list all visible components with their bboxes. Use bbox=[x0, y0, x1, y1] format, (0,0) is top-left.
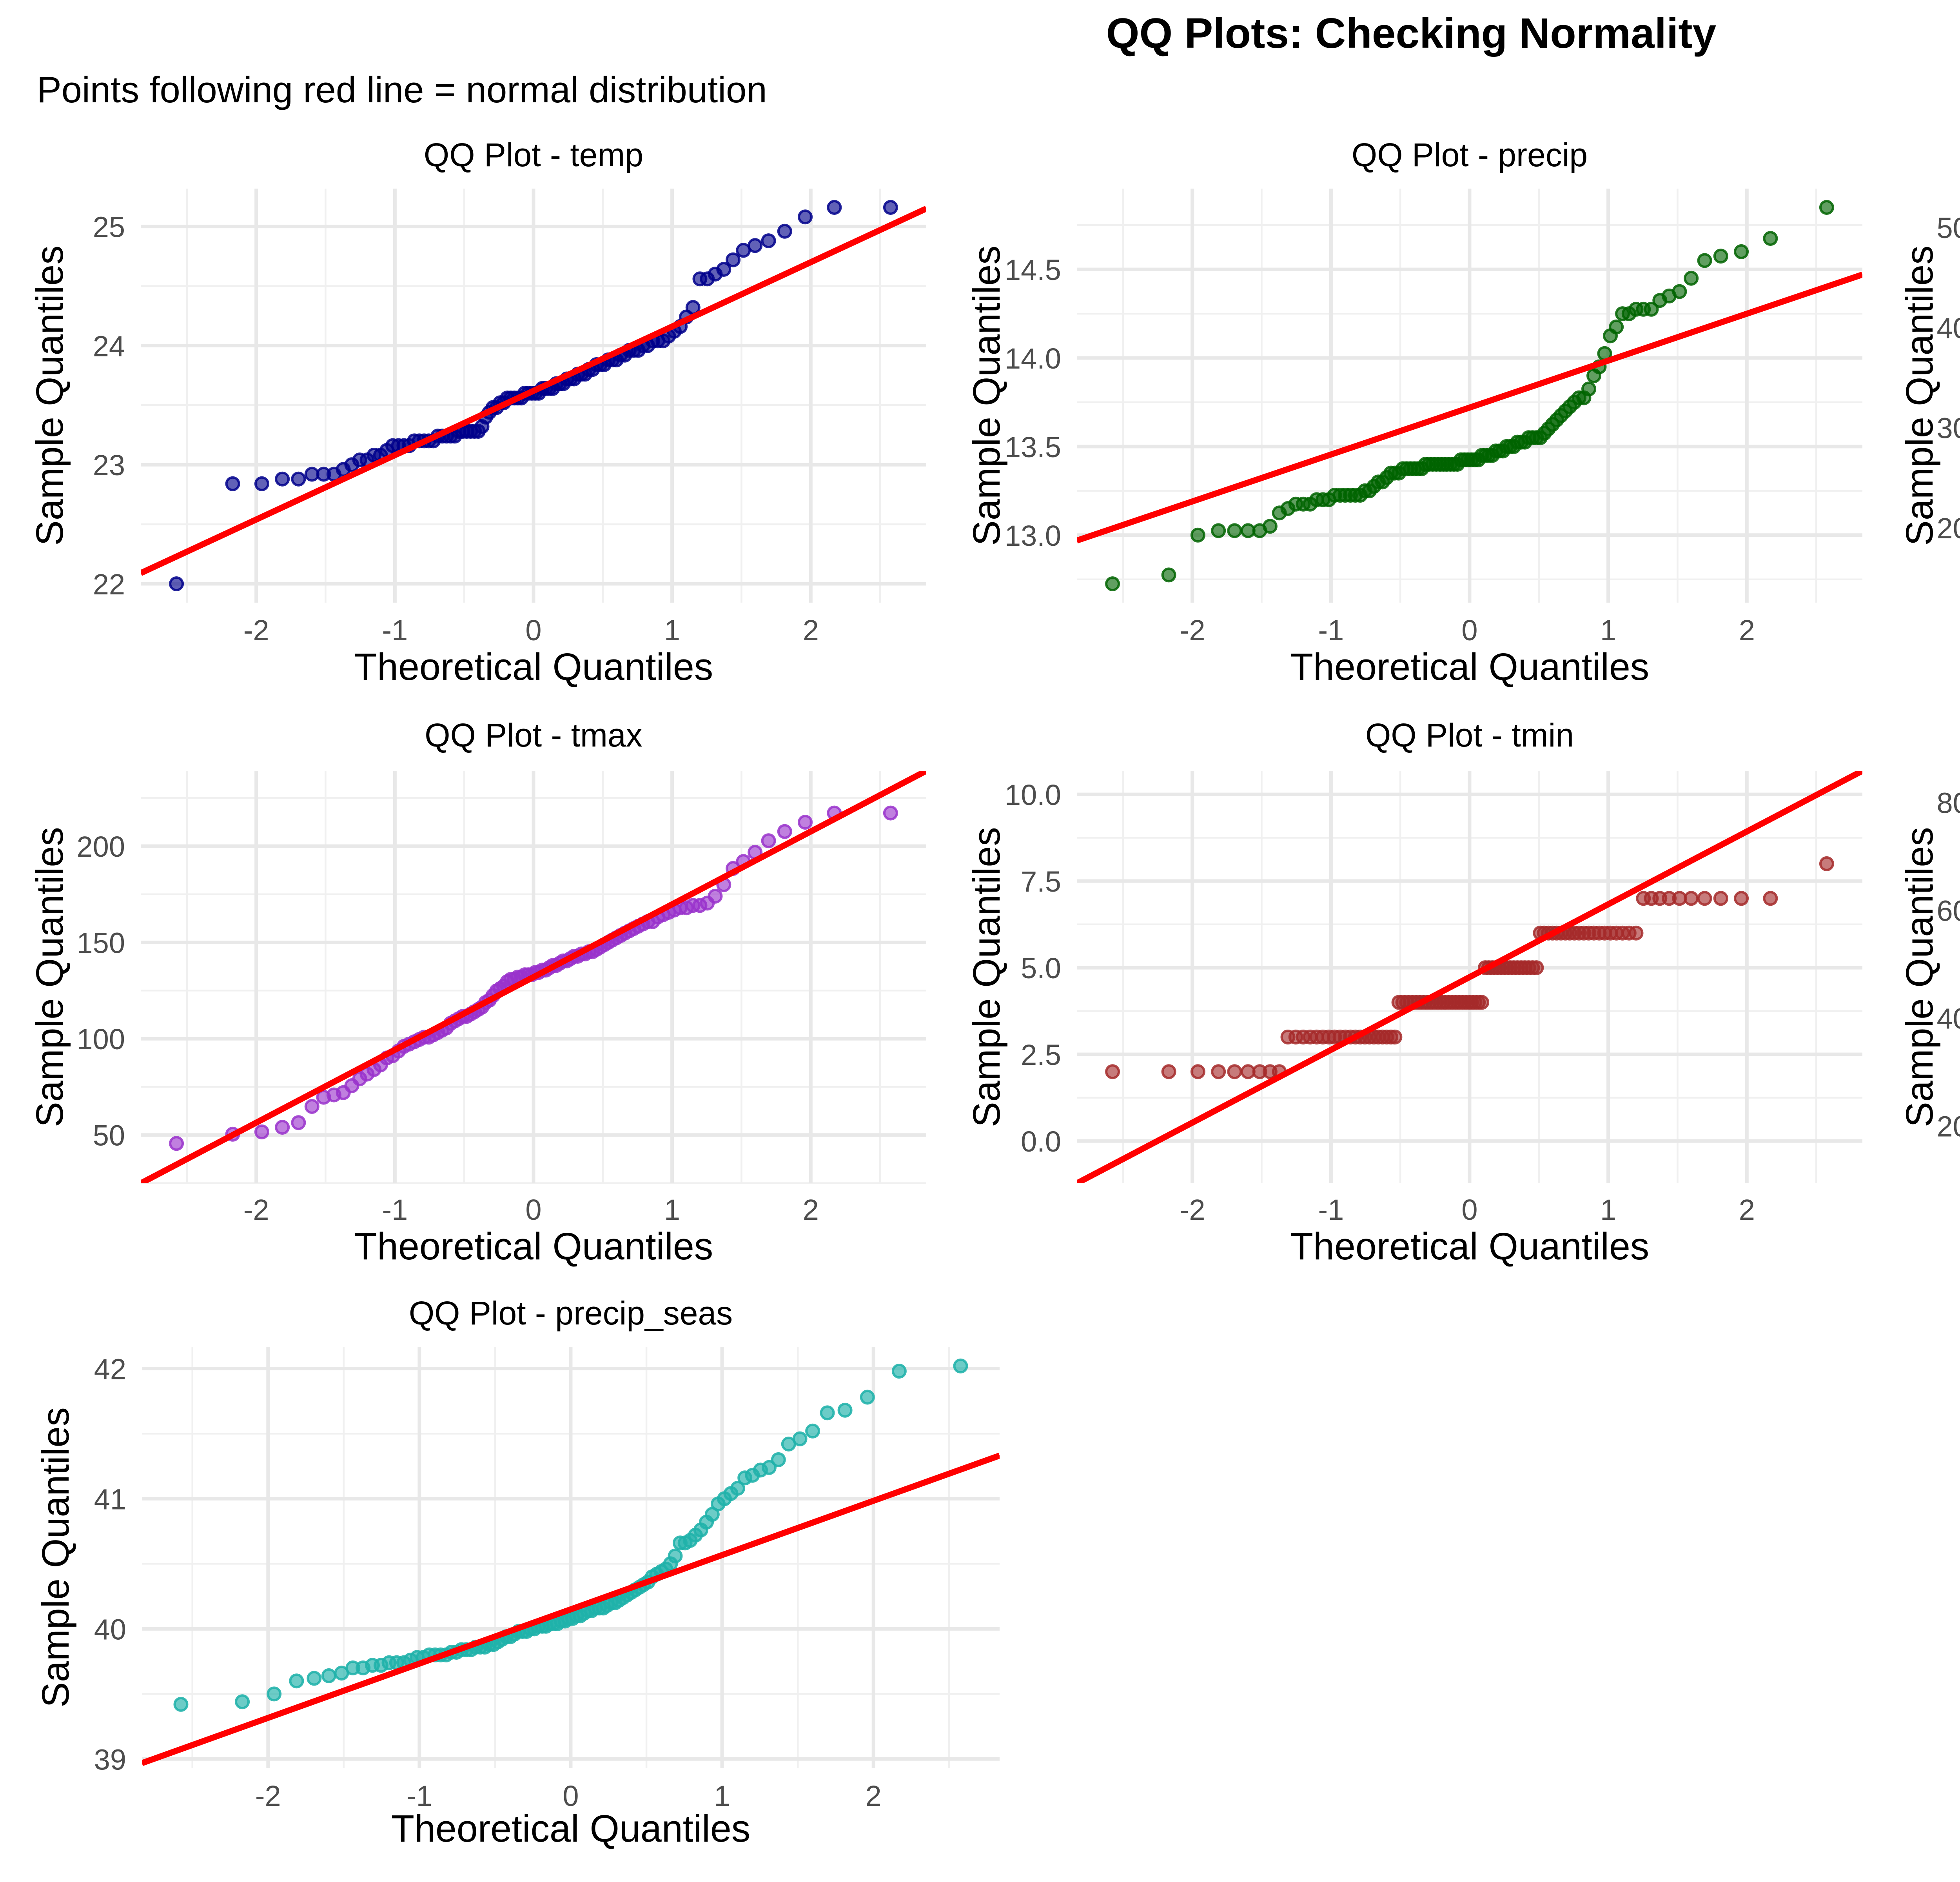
svg-text:40: 40 bbox=[94, 1613, 126, 1646]
svg-text:-2: -2 bbox=[1180, 1194, 1205, 1226]
svg-text:0: 0 bbox=[1461, 614, 1477, 647]
svg-text:800: 800 bbox=[1937, 787, 1960, 819]
svg-text:QQ Plot - tmax: QQ Plot - tmax bbox=[425, 717, 642, 754]
svg-text:0: 0 bbox=[563, 1780, 579, 1812]
svg-text:39: 39 bbox=[94, 1743, 126, 1776]
svg-text:0.0: 0.0 bbox=[1021, 1125, 1061, 1158]
svg-text:QQ Plot - precip: QQ Plot - precip bbox=[1352, 136, 1588, 173]
svg-text:13.0: 13.0 bbox=[1005, 520, 1061, 552]
svg-text:-2: -2 bbox=[1180, 614, 1205, 647]
svg-text:-2: -2 bbox=[243, 614, 269, 647]
svg-text:22: 22 bbox=[93, 568, 125, 601]
svg-text:Sample Quantiles: Sample Quantiles bbox=[34, 1407, 77, 1708]
svg-text:25: 25 bbox=[93, 211, 125, 243]
svg-text:Theoretical Quantiles: Theoretical Quantiles bbox=[1290, 645, 1650, 688]
svg-text:Theoretical Quantiles: Theoretical Quantiles bbox=[391, 1807, 751, 1850]
svg-text:2: 2 bbox=[1739, 614, 1755, 647]
svg-text:2: 2 bbox=[866, 1780, 882, 1812]
svg-text:-1: -1 bbox=[382, 1194, 408, 1226]
svg-text:-1: -1 bbox=[407, 1780, 432, 1812]
svg-text:-1: -1 bbox=[1318, 614, 1344, 647]
svg-text:Sample Quantiles: Sample Quantiles bbox=[28, 827, 71, 1127]
svg-text:Sample Quantiles: Sample Quantiles bbox=[965, 827, 1008, 1127]
svg-text:200: 200 bbox=[1937, 512, 1960, 545]
svg-text:0: 0 bbox=[1461, 1194, 1477, 1226]
svg-text:1: 1 bbox=[664, 1194, 680, 1226]
svg-text:QQ Plot - precip_seas: QQ Plot - precip_seas bbox=[409, 1295, 733, 1332]
svg-text:23: 23 bbox=[93, 449, 125, 481]
svg-text:13.5: 13.5 bbox=[1005, 431, 1061, 463]
svg-text:1: 1 bbox=[714, 1780, 730, 1812]
svg-text:QQ Plots: Checking Normality: QQ Plots: Checking Normality bbox=[1106, 9, 1717, 57]
svg-text:Sample Quantiles: Sample Quantiles bbox=[1898, 245, 1941, 546]
svg-text:200: 200 bbox=[77, 830, 125, 863]
svg-text:5.0: 5.0 bbox=[1021, 952, 1061, 985]
svg-text:2: 2 bbox=[803, 1194, 819, 1226]
svg-text:14.5: 14.5 bbox=[1005, 254, 1061, 286]
svg-text:200: 200 bbox=[1937, 1110, 1960, 1143]
svg-text:-2: -2 bbox=[255, 1780, 281, 1812]
svg-text:1: 1 bbox=[1600, 614, 1616, 647]
svg-text:Points following red line = no: Points following red line = normal distr… bbox=[37, 69, 767, 110]
svg-text:41: 41 bbox=[94, 1483, 126, 1515]
svg-text:Theoretical Quantiles: Theoretical Quantiles bbox=[1290, 1225, 1650, 1268]
svg-text:100: 100 bbox=[77, 1023, 125, 1055]
svg-text:-1: -1 bbox=[1318, 1194, 1344, 1226]
svg-text:2: 2 bbox=[1739, 1194, 1755, 1226]
svg-text:0: 0 bbox=[525, 1194, 541, 1226]
svg-text:-1: -1 bbox=[382, 614, 408, 647]
svg-text:14.0: 14.0 bbox=[1005, 342, 1061, 375]
svg-text:QQ Plot - temp: QQ Plot - temp bbox=[424, 136, 643, 173]
svg-text:400: 400 bbox=[1937, 312, 1960, 344]
svg-text:-2: -2 bbox=[243, 1194, 269, 1226]
svg-text:42: 42 bbox=[94, 1353, 126, 1386]
svg-text:24: 24 bbox=[93, 330, 125, 362]
svg-text:1: 1 bbox=[664, 614, 680, 647]
svg-text:1: 1 bbox=[1600, 1194, 1616, 1226]
svg-text:50: 50 bbox=[93, 1119, 125, 1152]
svg-text:0: 0 bbox=[525, 614, 541, 647]
svg-text:10.0: 10.0 bbox=[1005, 779, 1061, 811]
svg-text:150: 150 bbox=[77, 927, 125, 959]
svg-text:600: 600 bbox=[1937, 895, 1960, 927]
svg-text:400: 400 bbox=[1937, 1003, 1960, 1035]
svg-text:Theoretical Quantiles: Theoretical Quantiles bbox=[354, 645, 713, 688]
svg-text:500: 500 bbox=[1937, 212, 1960, 244]
svg-text:Sample Quantiles: Sample Quantiles bbox=[1898, 827, 1941, 1127]
svg-text:2: 2 bbox=[803, 614, 819, 647]
svg-text:Sample Quantiles: Sample Quantiles bbox=[28, 245, 71, 546]
svg-text:7.5: 7.5 bbox=[1021, 865, 1061, 898]
svg-text:2.5: 2.5 bbox=[1021, 1039, 1061, 1071]
svg-text:Theoretical Quantiles: Theoretical Quantiles bbox=[354, 1225, 713, 1268]
svg-text:QQ Plot - tmin: QQ Plot - tmin bbox=[1365, 717, 1574, 754]
svg-text:300: 300 bbox=[1937, 412, 1960, 445]
svg-text:Sample Quantiles: Sample Quantiles bbox=[965, 245, 1008, 546]
